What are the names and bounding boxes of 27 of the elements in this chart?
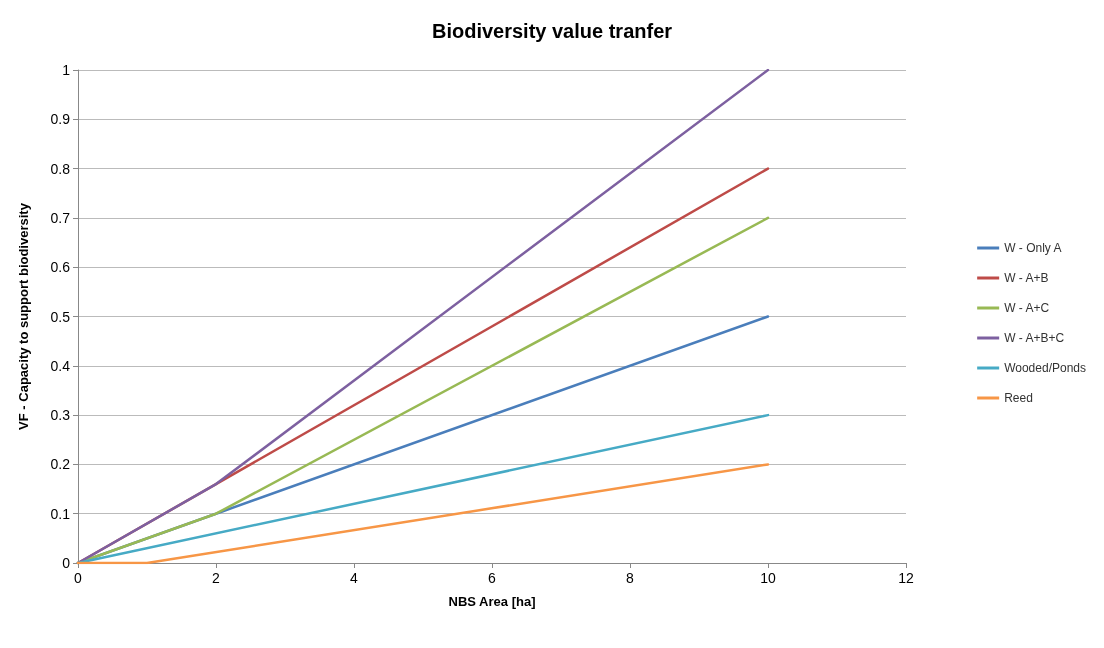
y-tick-label: 0.8 (50, 160, 71, 177)
y-tick-label: 0.9 (50, 111, 71, 128)
y-tick-label: 0 (62, 555, 71, 571)
x-tick-label: 6 (488, 570, 497, 586)
x-tick-label: 10 (760, 570, 776, 586)
x-tick-label: 12 (898, 570, 914, 586)
x-axis-title: NBS Area [ha] (448, 594, 536, 609)
x-tick-label: 4 (350, 570, 359, 586)
x-tick-label: 2 (212, 570, 221, 586)
legend-label: W - A+C (1004, 301, 1050, 315)
y-tick-label: 0.6 (50, 259, 71, 276)
x-tick-label: 0 (74, 570, 83, 586)
legend-label: Wooded/Ponds (1004, 361, 1087, 375)
y-tick-label: 0.7 (50, 209, 71, 226)
y-tick-label: 0.4 (50, 357, 71, 374)
legend-label: W - Only A (1004, 241, 1062, 255)
y-tick-label: 0.5 (50, 308, 71, 325)
y-tick-label: 0.1 (50, 505, 71, 522)
legend-label: W - A+B (1004, 271, 1049, 285)
legend-label: W - A+B+C (1004, 331, 1065, 345)
x-tick-label: 8 (626, 570, 635, 586)
y-tick-label: 0.2 (50, 456, 71, 473)
chart-title: Biodiversity value tranfer (431, 20, 673, 42)
y-axis-title: VF - Capacity to support biodiversity (16, 202, 31, 430)
legend-label: Reed (1004, 391, 1033, 405)
y-tick-label: 1 (62, 62, 71, 78)
y-tick-label: 0.3 (50, 407, 71, 424)
